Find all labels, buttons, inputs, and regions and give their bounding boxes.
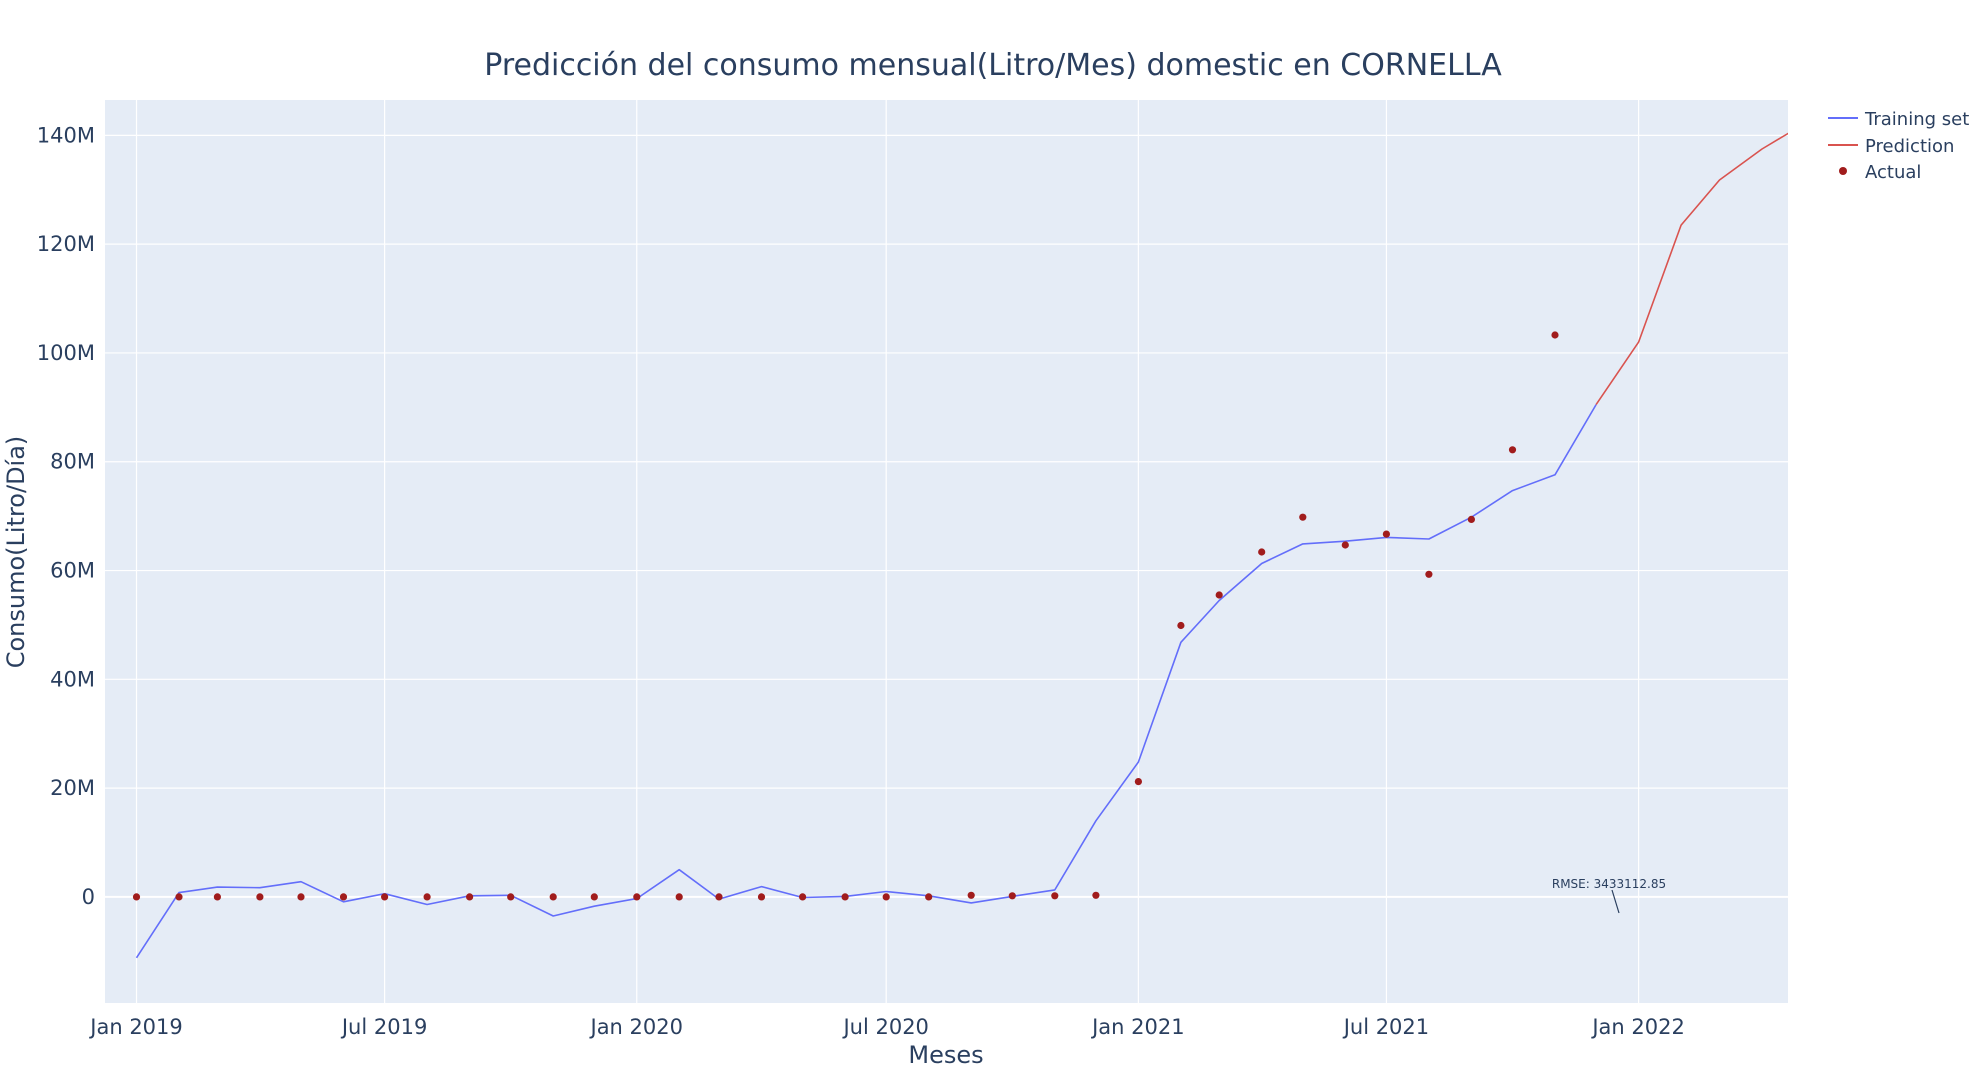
data-point-actual (715, 893, 723, 901)
data-point-actual (1551, 331, 1559, 339)
rmse-annotation-arrow (1611, 889, 1620, 914)
data-point-actual (507, 893, 515, 901)
data-point-actual (1382, 530, 1390, 538)
data-point-actual (675, 893, 683, 901)
x-tick-label: Jan 2020 (589, 1015, 684, 1039)
plot-area (105, 100, 1788, 1003)
data-point-actual (925, 893, 933, 901)
data-point-actual (297, 893, 305, 901)
data-point-actual (1134, 778, 1142, 786)
data-point-actual (841, 893, 849, 901)
data-point-actual (1258, 548, 1266, 556)
chart-title: Predicción del consumo mensual(Litro/Mes… (484, 48, 1502, 83)
legend-label-actual: Actual (1865, 162, 1921, 183)
y-tick-label: 40M (50, 667, 95, 691)
y-tick-label: 100M (37, 341, 95, 365)
legend-item-actual[interactable]: Actual (1839, 162, 1921, 183)
data-point-actual (466, 893, 474, 901)
x-tick-label: Jul 2019 (340, 1015, 427, 1039)
series-line-training-set (135, 404, 1597, 959)
data-point-actual (1341, 541, 1349, 549)
data-point-actual (1299, 513, 1307, 521)
gridlines (105, 100, 1788, 1003)
series-layer (132, 132, 1788, 959)
y-tick-label: 60M (50, 559, 95, 583)
data-point-actual (132, 893, 141, 901)
data-point-actual (1051, 892, 1059, 900)
y-axis-title: Consumo(Litro/Día) (2, 436, 30, 669)
data-point-actual (633, 893, 641, 901)
data-point-actual (381, 893, 389, 901)
data-point-actual (339, 893, 348, 901)
legend-swatch-actual (1839, 167, 1847, 175)
x-tick-labels: Jan 2019 Jul 2019 Jan 2020 Jul 2020 Jan 2021… (88, 1015, 1685, 1039)
data-point-actual (423, 893, 431, 901)
y-tick-label: 80M (50, 450, 95, 474)
x-axis-title: Meses (908, 1041, 983, 1069)
plot-clip: RMSE: 3433112.85 (132, 132, 1788, 959)
y-tick-label: 140M (37, 123, 95, 147)
data-point-actual (213, 893, 221, 901)
data-point-actual (1092, 891, 1100, 899)
y-tick-labels: 0 20M 40M 60M 80M 100M 120M 140M (37, 123, 95, 909)
y-tick-label: 120M (37, 232, 95, 256)
data-point-actual (256, 893, 264, 901)
legend[interactable]: Training set Prediction Actual (1828, 109, 1969, 183)
x-tick-label: Jan 2021 (1090, 1015, 1185, 1039)
data-point-actual (1215, 591, 1223, 599)
data-point-actual (1425, 570, 1433, 578)
annotation-layer: RMSE: 3433112.85 (1552, 877, 1666, 914)
rmse-annotation: RMSE: 3433112.85 (1552, 877, 1666, 891)
data-point-actual (549, 893, 557, 901)
x-tick-label: Jul 2020 (841, 1015, 928, 1039)
data-point-actual (882, 893, 890, 901)
data-point-actual (757, 893, 766, 901)
series-line-prediction (1595, 132, 1788, 406)
data-point-actual (799, 893, 807, 901)
data-point-actual (1177, 621, 1185, 630)
legend-label-training: Training set (1864, 109, 1969, 130)
data-point-actual (1508, 446, 1517, 454)
x-tick-label: Jul 2021 (1342, 1015, 1429, 1039)
x-tick-label: Jan 2022 (1590, 1015, 1685, 1039)
legend-item-training[interactable]: Training set (1828, 109, 1969, 130)
data-point-actual (1467, 515, 1475, 524)
x-tick-label: Jan 2019 (88, 1015, 183, 1039)
y-tick-label: 0 (82, 885, 95, 909)
data-point-actual (590, 893, 598, 901)
data-point-actual (175, 893, 183, 901)
data-point-actual (1008, 892, 1016, 900)
legend-item-prediction[interactable]: Prediction (1828, 136, 1954, 157)
y-tick-label: 20M (50, 776, 95, 800)
legend-label-prediction: Prediction (1865, 136, 1954, 157)
data-point-actual (967, 891, 975, 899)
